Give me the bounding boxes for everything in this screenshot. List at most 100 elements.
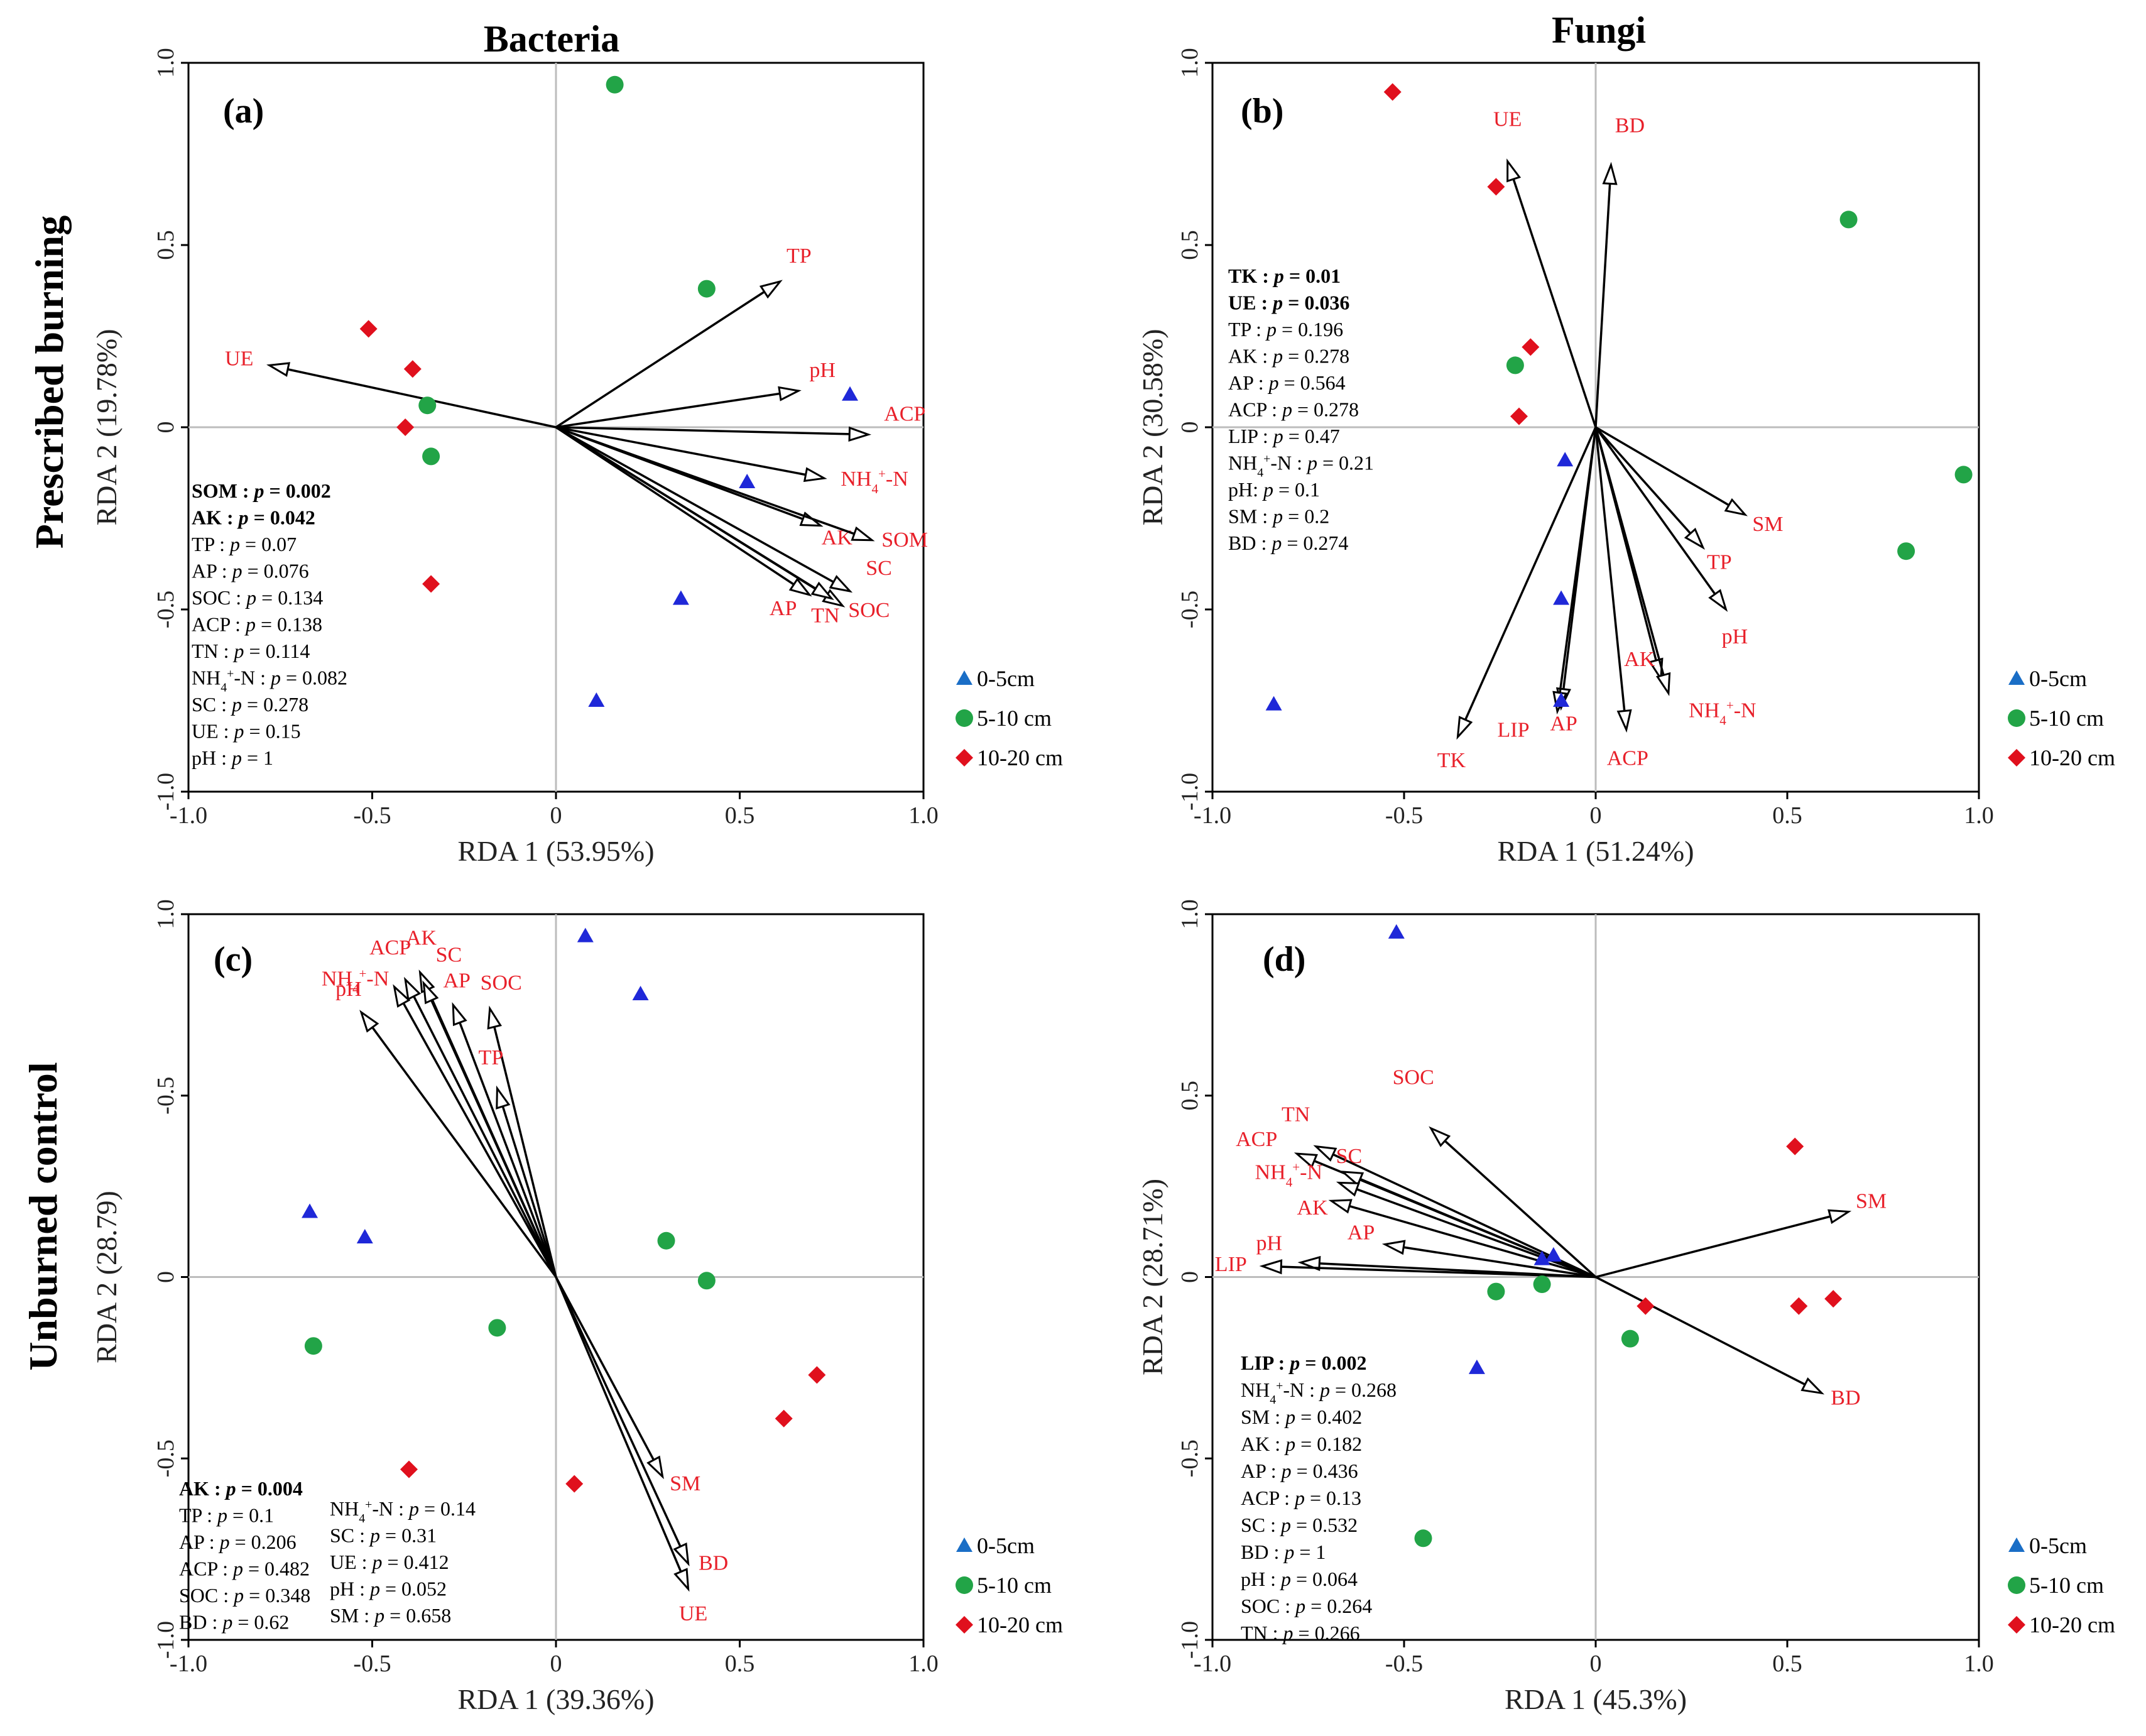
sample-point-circle [657,1231,675,1250]
x-tick-label: 1.0 [908,1651,939,1677]
stat-line-tp: TP : p = 0.1 [179,1504,274,1527]
y-tick-label: -0.5 [1177,1439,1203,1477]
vector-nh4plus-n: NH4+-N [1594,427,1757,728]
y-tick-label: -0.5 [1177,591,1203,628]
legend-label: 10-20 cm [977,745,1063,770]
sample-point-circle [1487,1282,1505,1301]
legend-entry-0-5cm: 0-5cm [956,666,1035,691]
panel-label: (c) [214,940,253,979]
sample-point-circle [1897,542,1915,560]
legend-label: 0-5cm [977,666,1035,691]
stat-line-acp: ACP : p = 0.482 [179,1558,310,1580]
vector-line [555,1276,682,1573]
vector-arrowhead [1340,1171,1364,1187]
stat-line-soc: SOC : p = 0.348 [179,1584,310,1607]
legend-marker-circle [2008,1576,2025,1594]
legend-entry-5-10-cm: 5-10 cm [2008,1573,2104,1598]
sample-point-circle [697,280,716,298]
legend-label: 0-5cm [2029,666,2087,691]
x-tick-label: 0.5 [1772,1651,1802,1677]
vector-label: TK [1437,749,1466,772]
sample-point-triangle [739,474,756,488]
vector-soc: SOC [481,971,557,1277]
stat-line-ph: pH : p = 0.052 [330,1578,447,1600]
sample-point-circle [1533,1275,1551,1294]
vector-ph: pH [335,978,557,1278]
vector-arrowhead [452,1002,467,1027]
vector-sm: SM [1595,426,1783,536]
legend-entry-0-5cm: 0-5cm [2008,666,2087,691]
vector-label: AK [822,527,853,550]
vector-label: ACP [1607,746,1648,770]
vector-arrowhead [1602,161,1618,185]
vector-label: SOC [848,599,890,622]
vector-label: SC [866,557,892,580]
sample-point-circle [422,447,440,466]
vector-label: NH4+-N [1689,697,1756,728]
stat-line-nh4plus-n: NH4+-N : p = 0.268 [1241,1378,1397,1407]
x-tick-label: -0.5 [353,802,391,829]
legend-label: 0-5cm [977,1533,1035,1558]
vector-arrowhead [266,362,291,377]
vector-label: BD [699,1552,728,1575]
x-tick-label: 1.0 [1964,802,1994,829]
vector-ue: UE [225,347,557,429]
vector-line [555,426,855,535]
stat-line-som: SOM : p = 0.002 [192,479,331,502]
vector-label: NH4+-N [841,466,908,496]
vector-arrowhead [496,1085,511,1110]
vector-sm: SM [555,1276,700,1495]
vector-arrowhead [359,1010,379,1033]
vector-arrowhead [1800,1377,1825,1395]
sample-point-diamond [1824,1290,1843,1308]
stat-line-acp: ACP : p = 0.278 [1228,398,1359,421]
y-tick-label: 0 [153,422,179,434]
vector-tn: TN [555,426,839,628]
y-tick-label: -1.0 [1177,1621,1203,1659]
vector-tp: TP [1594,426,1732,574]
sample-point-triangle [356,1228,373,1243]
y-axis-title: RDA 2 (30.58%) [1136,329,1168,525]
stat-line-ap: AP : p = 0.076 [192,560,309,582]
legend-entry-5-10-cm: 5-10 cm [2008,706,2104,731]
vector-label: ACP [884,403,925,426]
sample-point-triangle [1545,1247,1562,1262]
vector-line [555,426,850,435]
sample-point-triangle [1553,590,1570,605]
vector-label: SC [436,944,462,967]
legend-marker-triangle [956,1537,972,1552]
y-axis-title: RDA 2 (28.79) [90,1191,123,1363]
vector-line [430,1000,557,1278]
vector-label: AP [443,969,470,992]
vector-line [501,1106,557,1278]
vector-tp: TP [479,1046,557,1278]
vector-acp: ACP [369,936,557,1278]
sample-point-diamond [400,1460,418,1478]
stat-line-tn: TN : p = 0.114 [192,640,310,662]
vector-label: ACP [369,936,411,959]
x-axis-title: RDA 1 (51.24%) [1497,835,1694,867]
sample-point-triangle [588,692,605,707]
sample-point-triangle [1388,924,1405,939]
y-tick-label: 1.0 [1177,899,1203,929]
vector-arrowhead [803,467,827,483]
vector-line [1595,1275,1806,1386]
y-tick-label: 0 [1177,1271,1203,1283]
x-tick-label: -0.5 [1385,1651,1423,1677]
stat-line-nh4plus-n: NH4+-N : p = 0.14 [330,1497,476,1526]
vector-nh4plus-n: NH4+-N [555,426,908,496]
vector-ak: AK [555,426,853,550]
row-title-unburned-control: Unburned control [21,1062,65,1370]
vector-ap: AP [443,969,557,1278]
vector-arrowhead [1429,1126,1451,1147]
vector-ph: pH [555,359,836,429]
x-axis-title: RDA 1 (53.95%) [457,835,654,867]
legend-marker-triangle [956,670,972,685]
sample-point-triangle [577,927,594,942]
vector-arrowhead [1708,589,1728,612]
sample-point-circle [1621,1329,1639,1348]
legend-marker-triangle [2008,1537,2025,1552]
stat-line-sm: SM : p = 0.402 [1241,1406,1362,1428]
x-tick-label: 0.5 [1772,802,1802,829]
